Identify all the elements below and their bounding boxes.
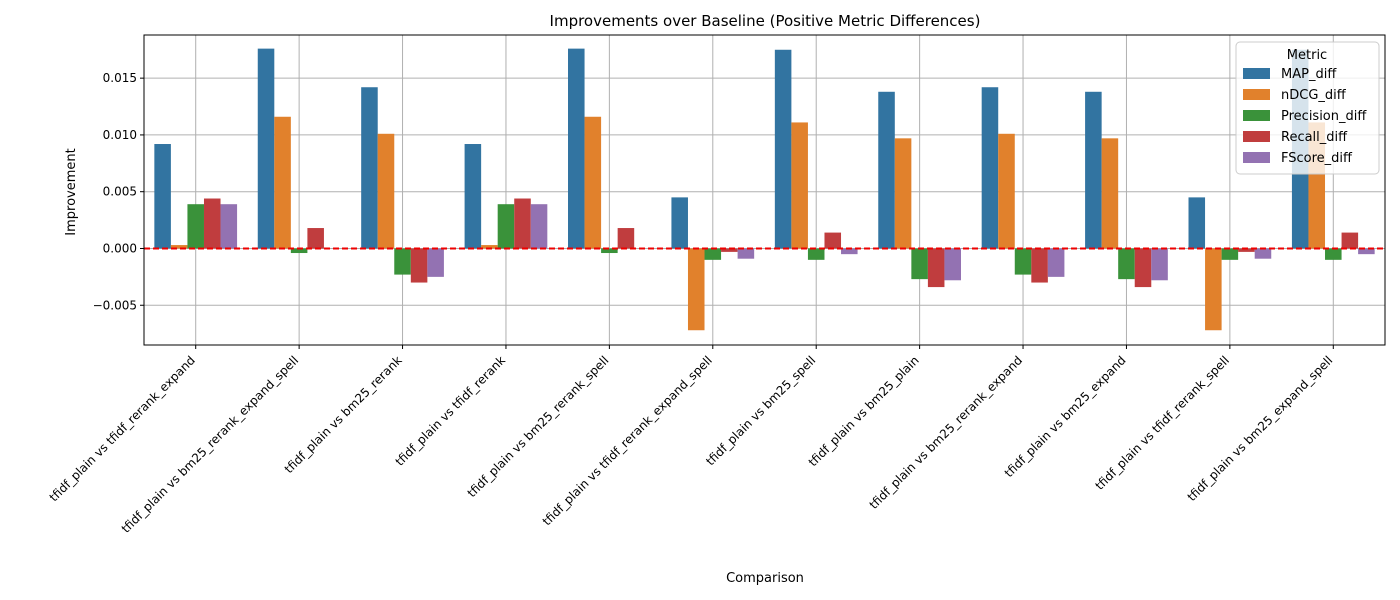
y-axis-ticks: −0.005 0.000 0.005 0.010 0.015 <box>93 71 144 312</box>
legend-label: FScore_diff <box>1281 151 1353 166</box>
bar-ndcg-diff <box>894 138 912 249</box>
y-tick-label: 0.000 <box>103 241 137 255</box>
bar-map-diff <box>774 49 792 249</box>
bar-fscore-diff <box>1047 248 1065 277</box>
bar-map-diff <box>257 48 275 249</box>
bar-recall-diff <box>1341 232 1359 249</box>
x-axis-label: Comparison <box>726 571 804 586</box>
bar-recall-diff <box>927 248 945 288</box>
legend-title: Metric <box>1287 48 1327 63</box>
x-tick-label: tfidf_plain vs bm25_expand <box>1002 353 1129 480</box>
bar-precision-diff <box>911 248 928 280</box>
bar-map-diff <box>981 87 999 249</box>
legend-swatch <box>1243 68 1270 79</box>
bar-fscore-diff <box>530 204 548 249</box>
x-axis-ticks: tfidf_plain vs tfidf_rerank_expandtfidf_… <box>47 345 1335 536</box>
bar-recall-diff <box>1238 248 1255 252</box>
legend-items: MAP_diff nDCG_diff Precision_diff Recall_di… <box>1243 67 1367 166</box>
bars <box>154 48 1375 331</box>
bar-precision-diff <box>1014 248 1032 275</box>
chart-title: Improvements over Baseline (Positive Met… <box>550 12 981 30</box>
x-tick-label: tfidf_plain vs bm25_rerank_expand_spell <box>119 353 302 536</box>
y-tick-label: −0.005 <box>93 298 137 312</box>
legend-swatch <box>1243 131 1270 142</box>
legend-label: MAP_diff <box>1281 67 1337 82</box>
bar-ndcg-diff <box>274 116 291 249</box>
bar-precision-diff <box>394 248 411 275</box>
bar-fscore-diff <box>737 248 755 259</box>
bar-ndcg-diff <box>481 245 498 249</box>
bar-ndcg-diff <box>170 245 188 249</box>
bar-fscore-diff <box>1358 248 1375 255</box>
x-tick-label: tfidf_plain vs bm25_rerank <box>282 353 405 476</box>
bar-fscore-diff <box>1151 248 1168 281</box>
bar-recall-diff <box>514 198 531 249</box>
bar-recall-diff <box>721 248 738 252</box>
bar-ndcg-diff <box>584 116 602 249</box>
bar-map-diff <box>878 91 895 249</box>
bar-recall-diff <box>307 228 324 249</box>
legend-swatch <box>1243 110 1270 121</box>
bar-precision-diff <box>187 204 204 249</box>
x-tick-label: tfidf_plain vs tfidf_rerank_expand_spell <box>540 353 715 528</box>
bar-map-diff <box>568 48 585 249</box>
y-axis-label: Improvement <box>64 148 79 235</box>
bar-ndcg-diff <box>687 248 705 331</box>
bar-precision-diff <box>1118 248 1135 280</box>
bar-map-diff <box>1188 197 1206 249</box>
y-tick-label: 0.005 <box>103 185 137 199</box>
bar-map-diff <box>671 197 688 249</box>
bar-recall-diff <box>203 198 221 249</box>
bar-precision-diff <box>601 248 618 254</box>
legend-label: nDCG_diff <box>1281 88 1347 103</box>
bar-fscore-diff <box>220 204 238 249</box>
bar-fscore-diff <box>427 248 444 277</box>
bar-ndcg-diff <box>1205 248 1222 331</box>
bar-map-diff <box>464 144 482 249</box>
bar-precision-diff <box>1221 248 1239 260</box>
bar-recall-diff <box>617 228 635 249</box>
bar-ndcg-diff <box>791 122 808 249</box>
bar-precision-diff <box>807 248 825 260</box>
bar-precision-diff <box>1325 248 1342 260</box>
bar-precision-diff <box>497 204 515 249</box>
bar-recall-diff <box>824 232 842 249</box>
bar-precision-diff <box>704 248 722 260</box>
bar-precision-diff <box>290 248 308 254</box>
y-tick-label: 0.010 <box>103 128 137 142</box>
bar-map-diff <box>361 87 378 249</box>
bar-recall-diff <box>1134 248 1152 288</box>
bar-ndcg-diff <box>998 133 1015 249</box>
bar-map-diff <box>154 144 171 249</box>
legend-box <box>1235 41 1380 175</box>
bar-ndcg-diff <box>1101 138 1119 249</box>
legend-label: Recall_diff <box>1281 130 1348 145</box>
grid <box>144 35 1385 345</box>
bar-fscore-diff <box>841 248 858 255</box>
bar-fscore-diff <box>944 248 961 281</box>
x-tick-label: tfidf_plain vs tfidf_rerank <box>393 353 509 469</box>
legend-label: Precision_diff <box>1281 109 1367 124</box>
x-tick-label: tfidf_plain vs bm25_spell <box>703 353 818 468</box>
bar-recall-diff <box>410 248 428 283</box>
x-tick-label: tfidf_plain vs bm25_plain <box>806 353 922 469</box>
legend-swatch <box>1243 152 1270 163</box>
legend-swatch <box>1243 89 1270 100</box>
legend: Metric MAP_diff nDCG_diff Precision_diff Re… <box>1235 41 1380 175</box>
bar-recall-diff <box>1031 248 1048 283</box>
bar-map-diff <box>1085 91 1102 249</box>
bar-fscore-diff <box>1254 248 1272 259</box>
y-tick-label: 0.015 <box>103 71 137 85</box>
bar-ndcg-diff <box>377 133 395 249</box>
plot-frame <box>143 34 1386 346</box>
